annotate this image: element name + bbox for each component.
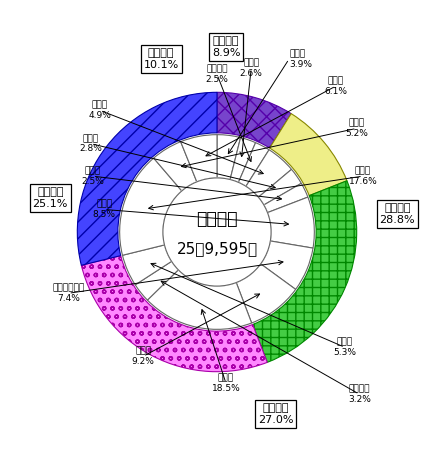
Text: 日立市
9.2%: 日立市 9.2%	[132, 347, 155, 366]
Wedge shape	[120, 158, 182, 255]
Wedge shape	[122, 245, 171, 285]
Wedge shape	[270, 114, 347, 196]
Text: その他
2.5%: その他 2.5%	[81, 167, 104, 186]
Text: 古河市
6.1%: 古河市 6.1%	[325, 76, 348, 96]
Text: 鹿嶋市
2.8%: 鹿嶋市 2.8%	[79, 134, 102, 153]
Text: 県南地域
27.0%: 県南地域 27.0%	[258, 403, 293, 425]
Text: 筑西市
5.2%: 筑西市 5.2%	[345, 119, 368, 138]
Wedge shape	[154, 142, 197, 191]
Text: 笠間市
2.6%: 笠間市 2.6%	[240, 58, 263, 78]
Wedge shape	[253, 181, 357, 362]
Wedge shape	[238, 143, 269, 186]
Wedge shape	[135, 261, 178, 300]
Text: その他
8.5%: その他 8.5%	[93, 200, 116, 219]
Wedge shape	[236, 264, 296, 323]
Wedge shape	[81, 256, 267, 372]
Wedge shape	[267, 197, 314, 248]
Text: つくば市
3.2%: つくば市 3.2%	[348, 384, 371, 404]
Wedge shape	[258, 169, 301, 205]
Text: 神栖市
4.9%: 神栖市 4.9%	[89, 101, 111, 120]
Text: その他
3.9%: その他 3.9%	[289, 49, 312, 69]
Circle shape	[163, 178, 271, 286]
Wedge shape	[230, 137, 256, 182]
Wedge shape	[181, 135, 217, 182]
Wedge shape	[148, 270, 252, 329]
Wedge shape	[246, 150, 292, 197]
Text: 土浦市
5.3%: 土浦市 5.3%	[333, 338, 356, 357]
Text: 25万9,595人: 25万9,595人	[177, 241, 257, 256]
Wedge shape	[261, 241, 313, 289]
Text: 県央地域
8.9%: 県央地域 8.9%	[212, 36, 240, 58]
Text: ひたちなか市
7.4%: ひたちなか市 7.4%	[52, 283, 85, 303]
Text: その他
17.6%: その他 17.6%	[349, 167, 378, 186]
Wedge shape	[217, 92, 291, 148]
Wedge shape	[77, 92, 217, 265]
Text: 従業者数: 従業者数	[196, 210, 238, 228]
Text: その他
18.5%: その他 18.5%	[212, 374, 240, 393]
Wedge shape	[217, 135, 240, 180]
Text: 県北地域
25.1%: 県北地域 25.1%	[33, 187, 68, 209]
Wedge shape	[264, 183, 308, 212]
Text: 県西地域
28.8%: 県西地域 28.8%	[379, 203, 415, 225]
Text: 小美玉市
2.5%: 小美玉市 2.5%	[206, 65, 228, 84]
Text: 鹿行地域
10.1%: 鹿行地域 10.1%	[144, 48, 179, 70]
